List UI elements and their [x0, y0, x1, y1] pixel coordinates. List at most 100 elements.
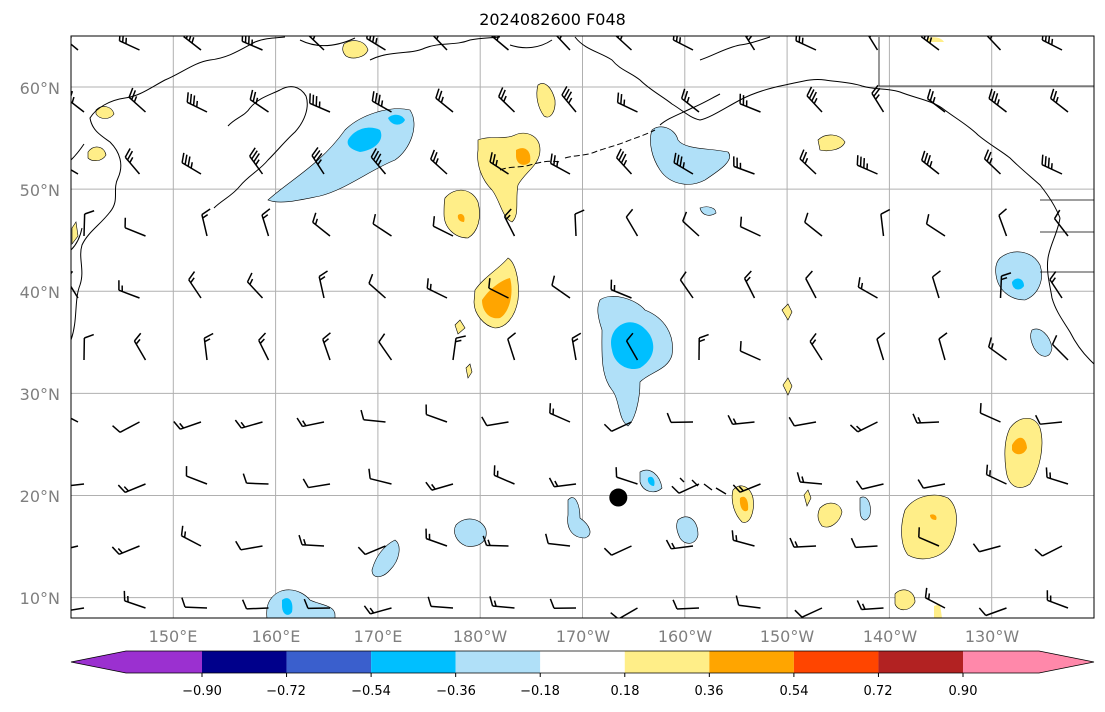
wind-barb — [491, 36, 509, 51]
wind-barb — [363, 605, 392, 615]
map-frame — [70, 35, 1095, 619]
wind-barb — [1034, 414, 1063, 425]
wind-barbs — [71, 36, 1069, 618]
wind-barb — [856, 155, 878, 175]
colorbar-tick-label: −0.90 — [182, 684, 222, 699]
wind-barb — [112, 421, 140, 433]
colorbar-segment — [624, 651, 710, 673]
positive-anomaly-region — [342, 40, 369, 59]
wind-barb — [123, 590, 146, 609]
wind-barb — [435, 88, 454, 113]
negative-anomaly-region — [699, 206, 717, 216]
colorbar-segment — [371, 651, 456, 673]
wind-barb — [188, 271, 202, 299]
wind-barb — [625, 208, 639, 237]
wind-barb — [549, 598, 577, 609]
wind-barb — [481, 416, 509, 427]
positive-anomaly-core — [516, 148, 531, 165]
wind-barb — [360, 409, 386, 423]
kamchatka-coastline — [213, 86, 308, 209]
colorbar-tick-labels: −0.90 −0.72 −0.54 −0.36 −0.18 0.18 0.36 … — [182, 684, 977, 699]
wind-barb — [912, 413, 940, 424]
wind-barb — [124, 148, 141, 175]
wind-barb — [625, 332, 639, 361]
wind-barb — [249, 89, 269, 113]
japan-coastline — [71, 143, 85, 251]
wind-barb — [1045, 467, 1069, 485]
wind-barb — [242, 473, 269, 485]
wind-barb — [610, 607, 638, 618]
wind-barb — [235, 540, 263, 551]
negative-anomaly-core — [647, 476, 655, 486]
wind-barb — [672, 36, 694, 51]
location-marker — [609, 488, 628, 507]
colorbar-segment — [126, 651, 202, 673]
wind-barb — [988, 88, 1007, 113]
wind-barb — [789, 537, 817, 548]
wind-barb — [1053, 209, 1069, 237]
lat-label-40: 40°N — [20, 283, 60, 302]
wind-barb — [180, 525, 202, 547]
colorbar-tick-label: 0.54 — [780, 684, 809, 699]
wind-barb — [698, 333, 709, 361]
wind-barb — [616, 92, 638, 113]
wind-barb — [788, 416, 817, 427]
lat-label-10: 10°N — [20, 589, 60, 608]
wind-barb — [921, 150, 940, 175]
wind-barb — [173, 420, 202, 430]
wind-barb — [111, 545, 140, 555]
positive-anomaly-region — [477, 132, 541, 223]
positive-anomaly-region — [901, 494, 957, 560]
wind-barb — [603, 545, 632, 556]
wind-barb — [302, 478, 331, 489]
positive-anomaly-region — [465, 363, 473, 379]
wind-barb — [118, 36, 140, 51]
wind-barb — [795, 36, 817, 51]
wind-barb — [805, 270, 817, 299]
wind-barb — [425, 528, 448, 547]
wind-barb — [258, 332, 270, 361]
colorbar-segment — [455, 651, 541, 673]
positive-anomaly-region — [536, 83, 556, 118]
map-title: 2024082600 F048 — [479, 10, 626, 29]
wind-barb — [425, 481, 454, 491]
wind-barb — [876, 332, 886, 361]
wind-barb — [71, 270, 79, 299]
colorbar-segment — [793, 651, 879, 673]
negative-anomaly-core — [388, 114, 405, 125]
colorbar-extend-high — [1039, 651, 1094, 673]
lat-label-20: 20°N — [20, 487, 60, 506]
wind-barb — [71, 36, 79, 51]
wind-barb — [855, 480, 884, 490]
wind-barb — [71, 417, 79, 423]
positive-anomaly-region — [817, 134, 846, 152]
positive-anomaly-region — [87, 146, 107, 161]
wind-barb — [804, 212, 823, 237]
positive-anomaly-core — [1012, 437, 1027, 455]
positive-anomaly-region — [443, 189, 480, 239]
colorbar-segment — [709, 651, 794, 673]
wind-barb — [931, 270, 941, 299]
positive-anomaly-region — [803, 489, 812, 507]
wind-barb — [261, 208, 271, 237]
wind-barb — [432, 36, 448, 51]
wind-barb — [880, 208, 891, 237]
colorbar-tick-label: −0.18 — [520, 684, 560, 699]
wind-barb — [249, 147, 264, 175]
wind-barb — [429, 149, 448, 175]
lon-label-170w: 170°W — [556, 627, 611, 646]
wind-barb — [610, 279, 632, 299]
wind-barb — [493, 465, 515, 485]
wind-barb — [925, 214, 946, 237]
wind-barb — [561, 85, 577, 113]
wind-barb — [682, 211, 700, 237]
wind-barb — [71, 545, 79, 549]
colorbar-outline — [70, 650, 1095, 674]
wind-barb — [1049, 88, 1069, 113]
wind-barb — [857, 277, 878, 299]
wind-barb — [246, 272, 264, 299]
wind-barb — [368, 468, 392, 485]
negative-anomaly-region — [995, 251, 1042, 301]
wind-barb — [987, 337, 1007, 361]
negative-anomaly-region — [371, 539, 400, 578]
